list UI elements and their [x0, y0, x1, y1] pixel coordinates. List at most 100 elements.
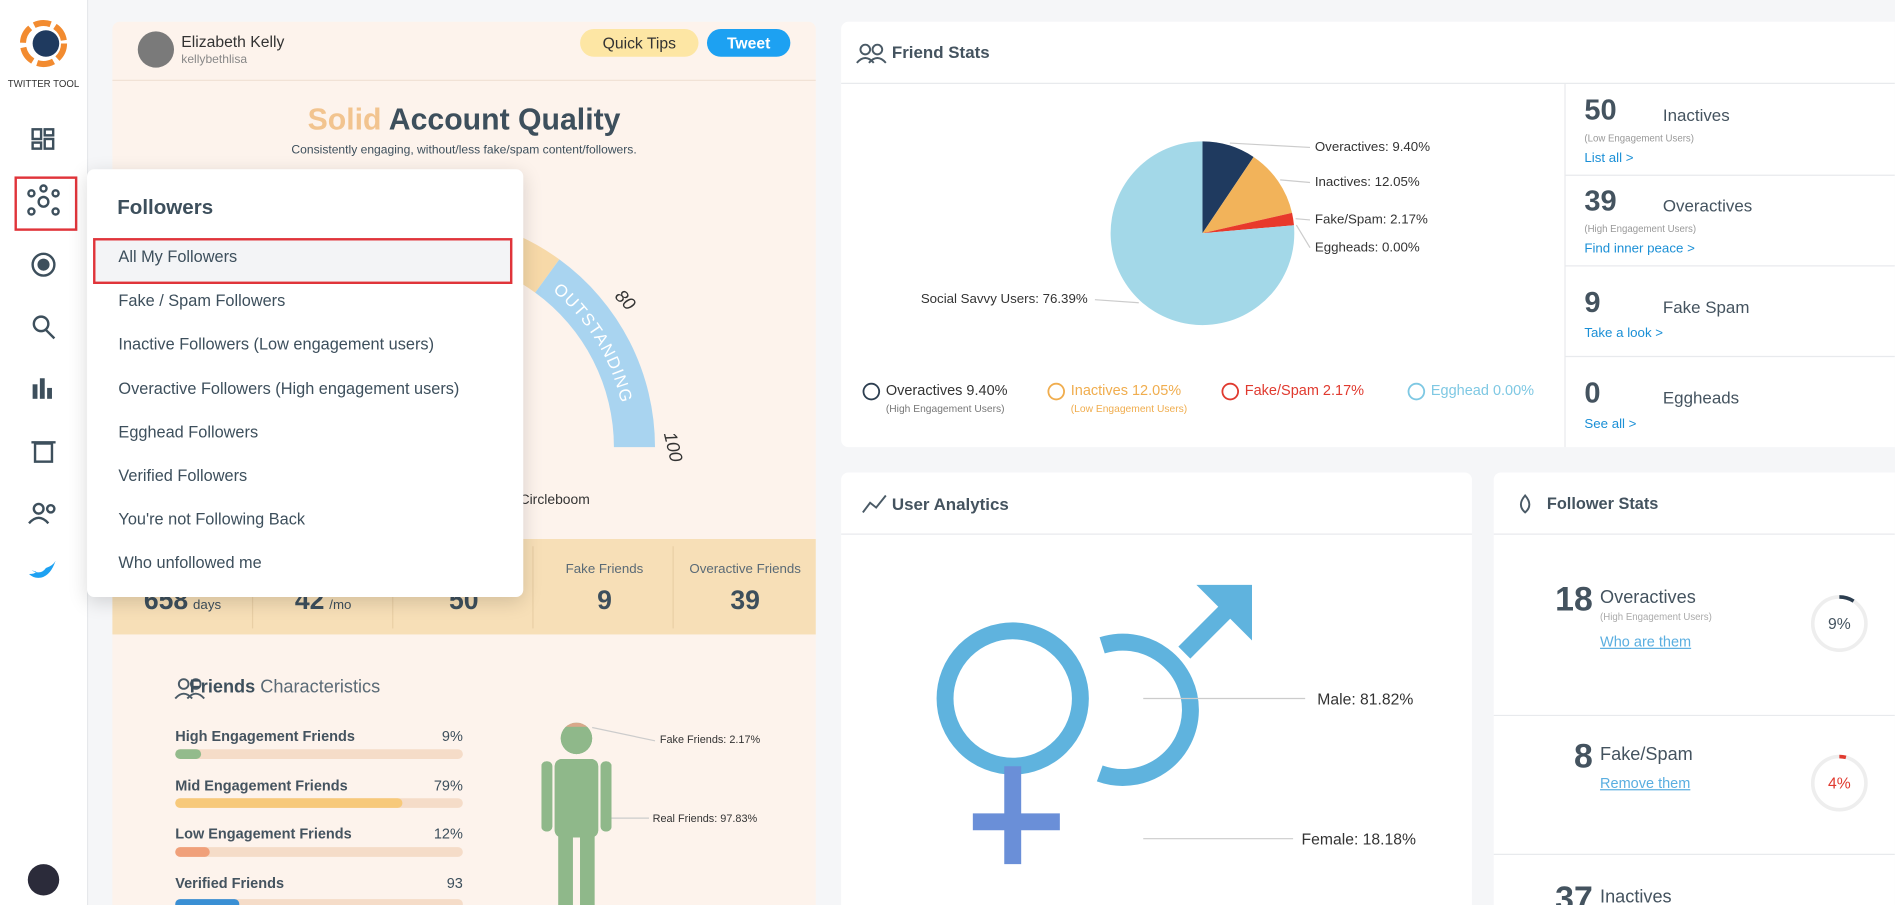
- gauge-band: [535, 259, 656, 448]
- bar-value: 93: [446, 874, 463, 892]
- pie-slice: [1202, 141, 1254, 234]
- profile-avatar: [137, 31, 175, 68]
- stat-label: Fake Friends: [565, 561, 644, 577]
- summary-value: 0: [1584, 377, 1601, 410]
- summary-link[interactable]: See all >: [1584, 416, 1637, 432]
- brand: TWITTER TOOL: [8, 79, 80, 90]
- panel-title: Friend Stats: [891, 42, 990, 62]
- stat-label: Overactive Friends: [689, 561, 801, 577]
- menu-item[interactable]: Who unfollowed me: [118, 553, 262, 573]
- figure-fake: [541, 722, 612, 727]
- fc-title: Friends Characteristics: [190, 677, 380, 698]
- pie-label: Inactives: 12.05%: [1315, 174, 1420, 189]
- stat-number: 9: [597, 584, 612, 616]
- bar-label: High Engagement Friends: [175, 727, 355, 745]
- menu-item[interactable]: Verified Followers: [118, 466, 248, 485]
- follower-value: 8: [1573, 737, 1593, 775]
- sidebar-icons: TWITTER TOOL: [8, 19, 80, 896]
- profile-handle: kellybethlisa: [181, 53, 248, 67]
- gender-label: Female: 18.18%: [1301, 830, 1416, 849]
- tweet-button[interactable]: Tweet: [706, 29, 791, 57]
- bar-track: [175, 847, 463, 857]
- follower-link[interactable]: Who are them: [1600, 633, 1692, 651]
- menu-item[interactable]: You're not Following Back: [118, 510, 306, 529]
- pie-label: Eggheads: 0.00%: [1315, 239, 1420, 254]
- pie-slice: [1202, 156, 1293, 234]
- follower-value: 37: [1555, 879, 1593, 905]
- menu-item[interactable]: All My Followers: [118, 247, 238, 266]
- sidebar: TWITTER TOOL: [0, 0, 89, 905]
- menu-item[interactable]: Inactive Followers (Low engagement users…: [118, 335, 435, 354]
- follower-stats-panel: [1493, 472, 1895, 905]
- summary-label: Inactives: [1662, 105, 1730, 125]
- ring: [1810, 595, 1868, 652]
- logo: [19, 19, 68, 68]
- summary-label: Fake Spam: [1662, 297, 1750, 317]
- bar-label: Low Engagement Friends: [175, 825, 352, 843]
- figure-label: Real Friends: 97.83%: [652, 812, 758, 825]
- bar-value: 9%: [441, 727, 463, 745]
- summary-note: (High Engagement Users): [1584, 223, 1697, 235]
- stat-number: 39: [730, 584, 760, 616]
- quick-tips-button[interactable]: Quick Tips: [580, 29, 699, 57]
- summary-value: 50: [1584, 94, 1617, 127]
- quality-level: Solid: [307, 102, 382, 137]
- legend-icon: [1221, 382, 1240, 401]
- panel-title: Follower Stats: [1546, 494, 1659, 513]
- gender-label: Male: 81.82%: [1317, 690, 1414, 709]
- leader-line: [1094, 299, 1139, 304]
- stat-value: 9: [534, 585, 674, 616]
- pie-label: Fake/Spam: 2.17%: [1315, 211, 1428, 226]
- legend-label: Inactives 12.05%: [1070, 381, 1182, 399]
- figure-label: Fake Friends: 2.17%: [659, 733, 761, 746]
- quality-subtitle: Consistently engaging, without/less fake…: [291, 143, 637, 158]
- logo-core: [32, 30, 60, 57]
- summary-link[interactable]: List all >: [1584, 151, 1634, 166]
- summary-label: Overactives: [1662, 195, 1753, 216]
- quality-title: Solid Account Quality: [112, 103, 815, 138]
- bar-value: 79%: [433, 776, 463, 794]
- follower-label: Fake/Spam: [1600, 744, 1693, 765]
- leader-line: [1295, 218, 1311, 221]
- menu-item[interactable]: Egghead Followers: [118, 422, 259, 441]
- user-avatar[interactable]: [27, 864, 60, 896]
- legend-label: Fake/Spam 2.17%: [1244, 381, 1365, 399]
- ring-label: 4%: [1828, 775, 1851, 792]
- bar-track: [175, 749, 463, 759]
- leader-line: [1229, 142, 1311, 149]
- bar-label: Mid Engagement Friends: [175, 776, 348, 794]
- legend-note: (Low Engagement Users): [1070, 402, 1188, 415]
- summary-link[interactable]: Find inner peace >: [1584, 241, 1695, 257]
- leader-line: [1280, 179, 1311, 184]
- panel-title: User Analytics: [891, 494, 1009, 514]
- summary-note: (Low Engagement Users): [1584, 132, 1694, 144]
- legend-icon: [1407, 382, 1426, 401]
- summary-link[interactable]: Take a look >: [1584, 326, 1664, 341]
- menu-item[interactable]: Fake / Spam Followers: [118, 291, 286, 310]
- pie-slice: [1202, 212, 1294, 234]
- bar: [175, 847, 210, 857]
- quality-label: Account Quality: [388, 102, 621, 137]
- ring: [1810, 754, 1868, 812]
- menu-item[interactable]: Overactive Followers (High engagement us…: [118, 378, 460, 398]
- follower-label: Overactives: [1600, 587, 1696, 608]
- fc-title-bold: Friends: [189, 676, 256, 698]
- highlight-box: [14, 176, 78, 231]
- menu-title: Followers: [117, 195, 214, 219]
- bar-label: Verified Friends: [175, 874, 285, 892]
- follower-link[interactable]: Remove them: [1600, 774, 1691, 792]
- bar-value: 12%: [433, 825, 463, 843]
- menu-selection: [93, 238, 513, 284]
- pie-label: Social Savvy Users: 76.39%: [921, 291, 1088, 306]
- legend-icon: [862, 382, 881, 401]
- ring-label: 9%: [1828, 616, 1851, 633]
- summary-value: 9: [1584, 286, 1601, 320]
- summary-label: Eggheads: [1662, 387, 1740, 408]
- legend-label: Overactives 9.40%: [885, 381, 1008, 399]
- summary-value: 39: [1584, 184, 1617, 218]
- follower-label: Inactives: [1600, 887, 1672, 905]
- fc-title-rest: Characteristics: [260, 676, 381, 698]
